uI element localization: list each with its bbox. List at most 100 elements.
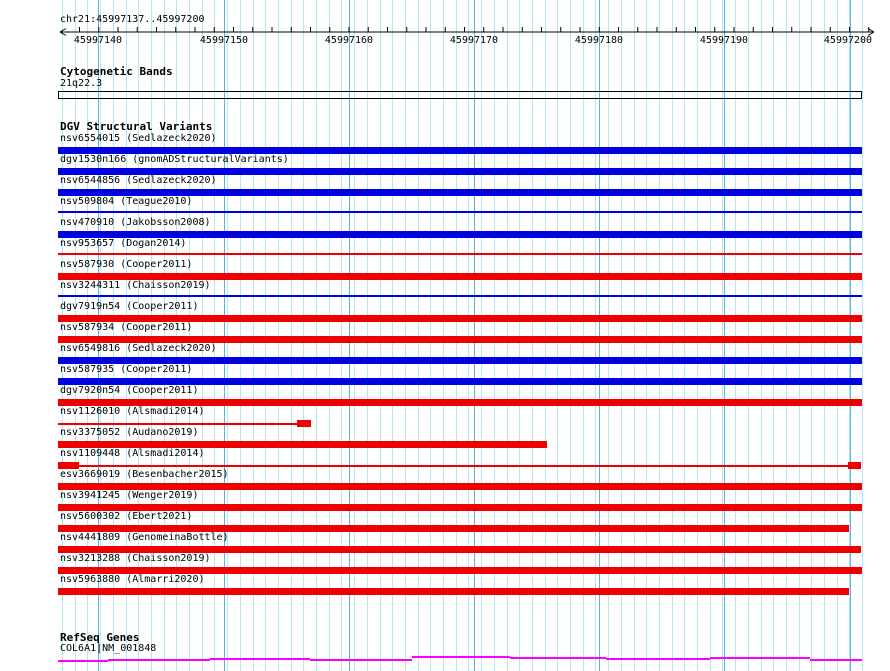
gridline-minor xyxy=(252,0,254,671)
cytoband-feature[interactable] xyxy=(58,91,862,99)
variant-bar[interactable] xyxy=(297,420,311,427)
gridline-minor xyxy=(138,0,140,671)
gridline-minor xyxy=(214,0,216,671)
variant-bar[interactable] xyxy=(58,231,862,238)
gridline-minor xyxy=(785,0,787,671)
variant-label: nsv953657 (Dogan2014) xyxy=(60,238,187,249)
gridline-minor xyxy=(646,0,648,671)
gridline-minor xyxy=(798,0,800,671)
gridline-minor xyxy=(836,0,838,671)
variant-label: nsv3375052 (Audano2019) xyxy=(60,427,199,438)
gene-line-segment[interactable] xyxy=(810,659,862,661)
variant-bar[interactable] xyxy=(848,462,861,469)
variant-bar[interactable] xyxy=(58,168,862,175)
variant-bar[interactable] xyxy=(58,483,862,490)
variant-bar[interactable] xyxy=(58,525,849,532)
gridline-minor xyxy=(671,0,673,671)
variant-label: esv3669019 (Besenbacher2015) xyxy=(60,469,229,480)
variant-label: nsv5963880 (Almarri2020) xyxy=(60,574,205,585)
variant-bar[interactable] xyxy=(58,315,862,322)
variant-bar[interactable] xyxy=(58,357,862,364)
dgv-section-title: DGV Structural Variants xyxy=(60,120,213,133)
gene-line-segment[interactable] xyxy=(510,657,606,659)
variant-bar[interactable] xyxy=(58,567,862,574)
gridline-minor xyxy=(481,0,483,671)
gridline-major xyxy=(348,0,350,671)
gridline-minor xyxy=(265,0,267,671)
gridline-minor xyxy=(87,0,89,671)
variant-label: nsv470910 (Jakobsson2008) xyxy=(60,217,211,228)
gridline-minor xyxy=(582,0,584,671)
gridline-minor xyxy=(620,0,622,671)
gridline-minor xyxy=(519,0,521,671)
gridline-minor xyxy=(303,0,305,671)
gene-line-segment[interactable] xyxy=(58,660,108,662)
variant-bar[interactable] xyxy=(58,423,297,425)
variant-bar[interactable] xyxy=(58,211,862,213)
gridline-minor xyxy=(328,0,330,671)
variant-label: nsv1126010 (Alsmadi2014) xyxy=(60,406,205,417)
gridline-minor xyxy=(430,0,432,671)
variant-label: nsv6554015 (Sedlazeck2020) xyxy=(60,133,217,144)
variant-label: nsv509804 (Teague2010) xyxy=(60,196,193,207)
gridline-minor xyxy=(570,0,571,671)
variant-label: dgv7919n54 (Cooper2011) xyxy=(60,301,199,312)
gene-line-segment[interactable] xyxy=(210,658,310,660)
variant-bar[interactable] xyxy=(79,465,848,467)
variant-bar[interactable] xyxy=(58,295,862,297)
variant-label: nsv4441809 (GenomeinaBottle) xyxy=(60,532,229,543)
variant-label: nsv3244311 (Chaisson2019) xyxy=(60,280,211,291)
gridline-minor xyxy=(455,0,457,671)
variant-bar[interactable] xyxy=(58,462,79,469)
ruler-line xyxy=(867,31,875,36)
gene-line-segment[interactable] xyxy=(412,656,510,658)
refseq-section-title: RefSeq Genes xyxy=(60,631,140,644)
variant-label: nsv3213288 (Chaisson2019) xyxy=(60,553,211,564)
gridline-minor xyxy=(150,0,152,671)
gridline-minor xyxy=(658,0,660,671)
variant-bar[interactable] xyxy=(58,253,862,255)
gridline-minor xyxy=(239,0,241,671)
gridline-minor xyxy=(163,0,165,671)
variant-label: nsv3941245 (Wenger2019) xyxy=(60,490,199,501)
gene-line-segment[interactable] xyxy=(310,659,412,661)
variant-bar[interactable] xyxy=(58,399,862,406)
coordinate-ruler[interactable] xyxy=(0,0,890,60)
gridline-minor xyxy=(392,0,394,671)
ruler-tick-label: 45997180 xyxy=(574,35,624,46)
gridline-major xyxy=(98,0,100,671)
variant-bar[interactable] xyxy=(58,378,862,385)
gridline-minor xyxy=(557,0,559,671)
gridline-minor xyxy=(709,0,711,671)
gridline-minor xyxy=(595,0,597,671)
variant-bar[interactable] xyxy=(58,546,861,553)
variant-label: nsv587930 (Cooper2011) xyxy=(60,259,193,270)
variant-bar[interactable] xyxy=(58,273,862,280)
gridline-minor xyxy=(354,0,356,671)
gene-line-segment[interactable] xyxy=(606,658,710,660)
gridline-minor xyxy=(531,0,533,671)
cytoband-label: 21q22.3 xyxy=(60,78,103,89)
gene-line-segment[interactable] xyxy=(108,659,210,661)
variant-bar[interactable] xyxy=(58,189,862,196)
ruler-tick-label: 45997150 xyxy=(199,35,249,46)
variant-bar[interactable] xyxy=(58,588,849,595)
position-label: chr21:45997137..45997200 xyxy=(60,14,205,25)
variant-bar[interactable] xyxy=(58,441,547,448)
gridline-minor xyxy=(316,0,317,671)
variant-label: nsv6549816 (Sedlazeck2020) xyxy=(60,343,217,354)
variant-bar[interactable] xyxy=(58,147,862,154)
variant-bar[interactable] xyxy=(58,336,862,343)
refseq-gene-label: COL6A1|NM_001848 xyxy=(60,643,157,654)
cytogenetic-section-title: Cytogenetic Bands xyxy=(60,65,173,78)
gridline-minor xyxy=(366,0,368,671)
gene-line-segment[interactable] xyxy=(710,657,810,659)
gridline-minor xyxy=(417,0,419,671)
variant-label: nsv587935 (Cooper2011) xyxy=(60,364,193,375)
variant-label: nsv5600302 (Ebert2021) xyxy=(60,511,193,522)
variant-bar[interactable] xyxy=(58,504,862,511)
ruler-line xyxy=(59,28,67,33)
gridline-major xyxy=(223,0,225,671)
gridline-minor xyxy=(824,0,825,671)
